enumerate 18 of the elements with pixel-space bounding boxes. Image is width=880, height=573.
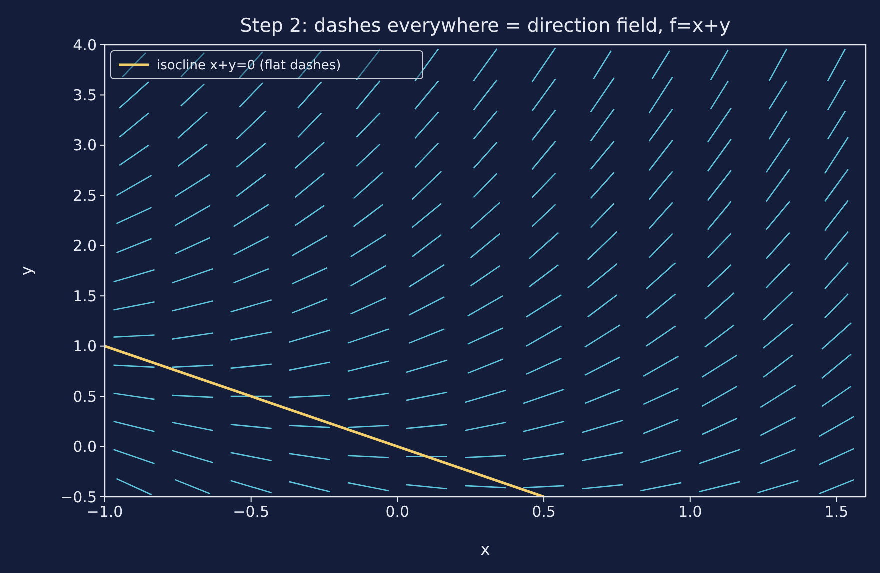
x-tick-label: 1.5 (824, 503, 849, 521)
x-tick-label: 1.0 (678, 503, 702, 521)
x-axis-title: x (480, 540, 490, 559)
x-tick-label: 0.0 (386, 503, 410, 521)
y-tick-label: 2.0 (73, 237, 97, 256)
legend-label: isocline x+y=0 (flat dashes) (157, 58, 342, 74)
x-tick-label: 0.5 (532, 503, 556, 521)
y-axis-title: y (17, 266, 36, 276)
y-tick-label: 3.0 (73, 136, 97, 155)
x-tick-label: −0.5 (233, 503, 270, 521)
y-tick-label: 0.0 (73, 438, 97, 456)
y-tick-label: 2.5 (73, 186, 97, 205)
chart-title: Step 2: dashes everywhere = direction field, f=x+y (240, 15, 731, 37)
y-tick-label: 3.5 (73, 86, 97, 104)
y-tick-label: 0.5 (73, 388, 97, 406)
y-tick-label: 1.0 (73, 338, 97, 356)
y-tick-label: 4.0 (73, 36, 97, 54)
y-tick-label: 1.5 (73, 287, 97, 306)
